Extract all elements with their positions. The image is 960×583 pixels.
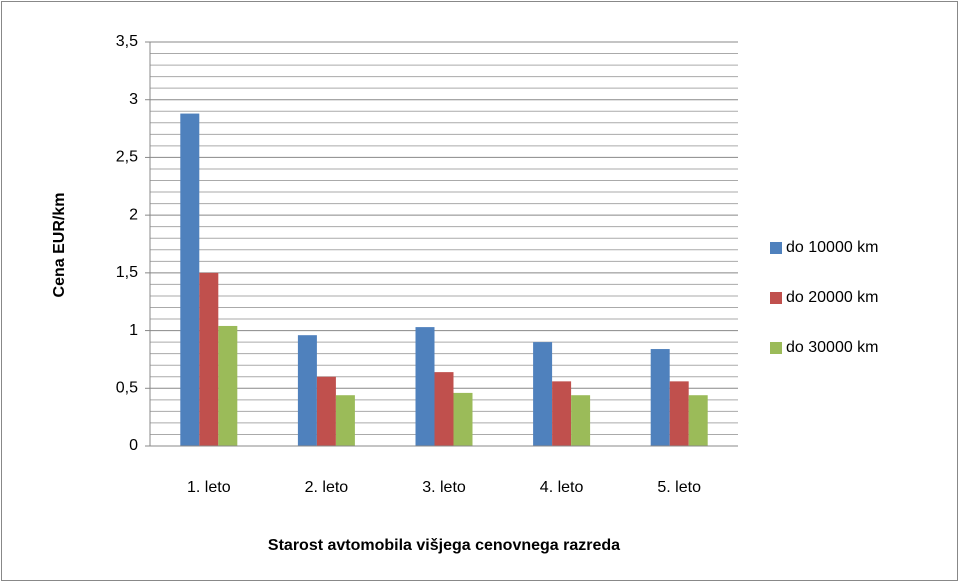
bar — [199, 272, 219, 446]
y-axis-title: Cena EUR/km — [51, 193, 68, 298]
bar — [218, 325, 238, 446]
bar — [180, 113, 200, 447]
bar — [650, 349, 670, 446]
bar — [571, 395, 591, 446]
bar — [316, 376, 336, 446]
legend-label: do 20000 km — [786, 289, 879, 306]
bar — [415, 327, 435, 446]
legend-label: do 10000 km — [786, 239, 879, 256]
bar — [335, 395, 355, 446]
bar — [533, 342, 553, 446]
x-tick-label: 1. leto — [187, 479, 231, 496]
y-tick-label: 0 — [129, 437, 138, 454]
y-tick-label: 3 — [129, 91, 138, 108]
legend-swatch — [770, 342, 782, 354]
y-tick-label: 2,5 — [116, 149, 138, 166]
legend-swatch — [770, 292, 782, 304]
legend-label: do 30000 km — [786, 339, 879, 356]
x-axis-title: Starost avtomobila višjega cenovnega raz… — [268, 537, 620, 554]
bar — [552, 381, 572, 446]
y-tick-label: 2 — [129, 206, 138, 223]
x-tick-label: 3. leto — [422, 479, 466, 496]
x-tick-label: 2. leto — [305, 479, 349, 496]
x-tick-label: 4. leto — [540, 479, 584, 496]
bar — [669, 381, 689, 446]
bar — [453, 392, 473, 446]
bar — [297, 335, 317, 446]
y-tick-label: 0,5 — [116, 380, 138, 397]
x-tick-label: 5. leto — [657, 479, 701, 496]
bar — [688, 395, 708, 446]
bar — [434, 372, 454, 446]
y-tick-label: 1 — [129, 322, 138, 339]
y-tick-label: 3,5 — [116, 33, 138, 50]
y-tick-label: 1,5 — [116, 264, 138, 281]
legend-swatch — [770, 242, 782, 254]
